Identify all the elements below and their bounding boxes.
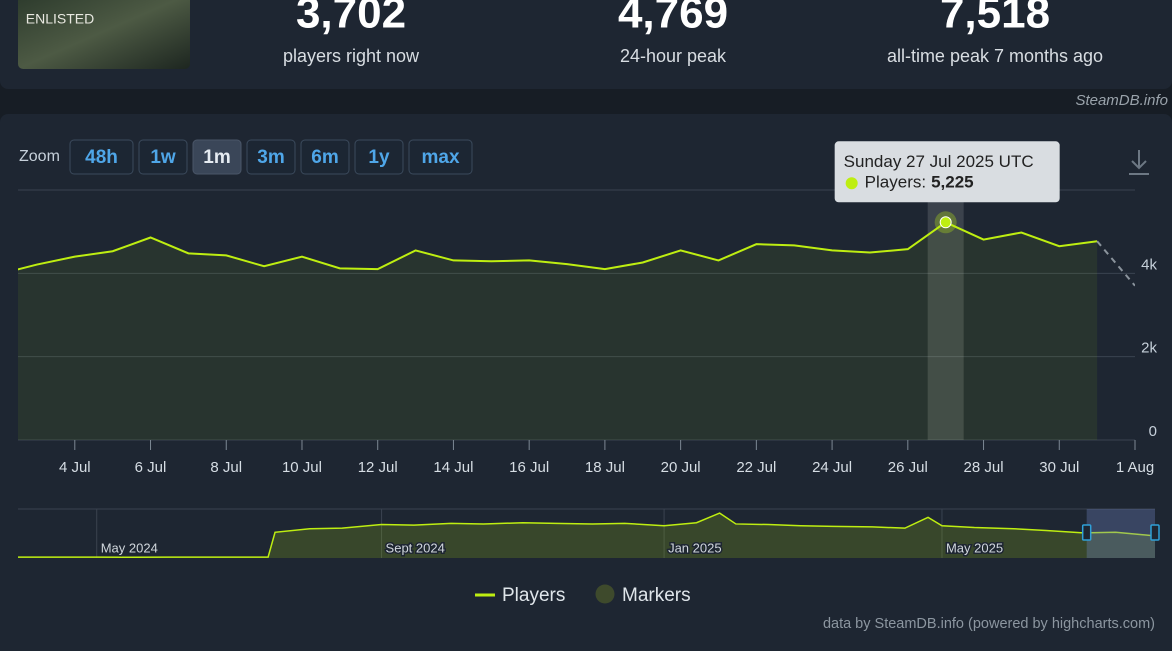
game-logo: ENLISTED <box>26 11 94 27</box>
x-tick-label: 16 Jul <box>509 459 549 476</box>
zoom-button-label[interactable]: 1m <box>203 147 230 168</box>
stat-value: 3,702 <box>296 0 406 38</box>
y-tick-label: 2k <box>1141 340 1157 357</box>
navigator-window[interactable] <box>1086 509 1155 558</box>
x-tick-label: 26 Jul <box>888 459 928 476</box>
x-tick-label: 24 Jul <box>812 459 852 476</box>
chart-panel <box>0 114 1172 651</box>
zoom-button-label[interactable]: 3m <box>257 147 284 168</box>
credits[interactable]: data by SteamDB.info (powered by highcha… <box>823 616 1155 632</box>
stat-label: all-time peak 7 months ago <box>887 46 1103 66</box>
zoom-button[interactable] <box>69 139 134 175</box>
zoom-button[interactable] <box>300 139 350 175</box>
x-tick-label: 10 Jul <box>282 459 322 476</box>
x-tick-label: 12 Jul <box>358 459 398 476</box>
x-tick-label: 6 Jul <box>135 459 167 476</box>
tooltip-value: 5,225 <box>931 173 974 192</box>
zoom-button-label[interactable]: max <box>421 147 459 168</box>
navigator-label: May 2025 <box>946 540 1003 555</box>
series <box>18 221 1135 440</box>
tooltip-label: Players: <box>865 173 926 192</box>
x-tick-label: 4 Jul <box>59 459 91 476</box>
stat-label: players right now <box>283 46 420 66</box>
x-tick-label: 30 Jul <box>1039 459 1079 476</box>
zoom-button-label[interactable]: 48h <box>85 147 118 168</box>
stat-label: 24-hour peak <box>620 46 727 66</box>
tooltip-row: Players: 5,225 <box>865 173 974 192</box>
navigator-handle[interactable] <box>1150 524 1160 541</box>
zoom-button-label[interactable]: 1w <box>150 147 176 168</box>
header-panel <box>0 0 1172 89</box>
legend-marker[interactable] <box>595 584 615 604</box>
x-tick-label: 28 Jul <box>964 459 1004 476</box>
legend-label[interactable]: Players <box>502 585 565 606</box>
download-icon[interactable] <box>1129 150 1149 175</box>
area <box>18 222 1098 440</box>
tooltip-title: Sunday 27 Jul 2025 UTC <box>844 152 1034 171</box>
navigator-area <box>18 513 1155 558</box>
navigator-label: May 2024 <box>101 540 158 555</box>
navigator-series <box>18 512 1155 558</box>
legend-label[interactable]: Markers <box>622 585 691 606</box>
zoom-button[interactable] <box>408 139 473 175</box>
navigator-label: Jan 2025 <box>668 540 722 555</box>
zoom-button[interactable] <box>246 139 296 175</box>
hover-point <box>939 216 952 229</box>
x-tick-label: 20 Jul <box>661 459 701 476</box>
y-tick-label: 0 <box>1149 423 1157 440</box>
stat-value: 7,518 <box>940 0 1050 38</box>
x-tick-label: 8 Jul <box>210 459 242 476</box>
download-head[interactable] <box>1131 160 1147 170</box>
line-incomplete <box>1096 240 1135 287</box>
zoom-label: Zoom <box>19 148 60 165</box>
navigator-label: Sept 2024 <box>386 540 445 555</box>
y-tick-label: 4k <box>1141 256 1157 273</box>
navigator-line <box>18 512 1155 558</box>
tooltip-box <box>834 141 1060 203</box>
source-link[interactable]: SteamDB.info <box>1075 92 1168 109</box>
stat-value: 4,769 <box>618 0 728 38</box>
x-tick-label: 14 Jul <box>433 459 473 476</box>
game-capsule[interactable] <box>18 0 190 69</box>
zoom-button[interactable] <box>354 139 404 175</box>
tooltip-swatch <box>845 177 858 190</box>
x-tick-label: 1 Aug <box>1116 459 1154 476</box>
zoom-button[interactable] <box>138 139 188 175</box>
navigator-handle[interactable] <box>1081 524 1092 541</box>
x-tick-label: 22 Jul <box>736 459 776 476</box>
x-tick-label: 18 Jul <box>585 459 625 476</box>
zoom-button-label[interactable]: 1y <box>368 147 390 168</box>
zoom-button-label[interactable]: 6m <box>311 147 338 168</box>
line <box>18 221 1098 271</box>
zoom-button[interactable] <box>192 139 242 175</box>
